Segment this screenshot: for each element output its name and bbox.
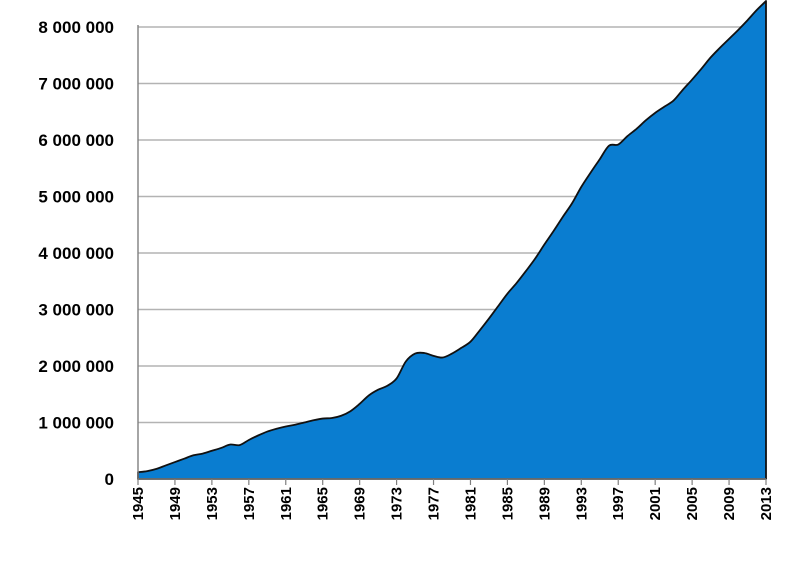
y-tick-label: 3 000 000 <box>38 301 114 320</box>
x-tick-label: 1953 <box>204 487 221 520</box>
y-tick-label: 1 000 000 <box>38 414 114 433</box>
area-series <box>137 0 767 480</box>
y-tick-label: 7 000 000 <box>38 75 114 94</box>
x-tick-label: 1985 <box>499 487 516 520</box>
x-axis-tick-labels: 1945 1949 1953 1957 1961 1965 1969 1973 1977 1981… <box>130 487 775 520</box>
y-tick-label: 8 000 000 <box>38 18 114 37</box>
y-tick-label: 4 000 000 <box>38 244 114 263</box>
x-tick-label: 2001 <box>647 487 664 520</box>
x-tick-label: 1977 <box>426 487 443 520</box>
area-series-fill <box>137 0 767 480</box>
x-tick-label: 1949 <box>167 487 184 520</box>
y-tick-label: 6 000 000 <box>38 131 114 150</box>
gridlines <box>138 26 766 424</box>
x-tick-label: 1961 <box>278 487 295 520</box>
x-tick-label: 1997 <box>610 487 627 520</box>
x-tick-label: 1993 <box>573 487 590 520</box>
y-axis-tick-labels: 0 1 000 000 2 000 000 3 000 000 4 000 000 5 0… <box>38 18 114 489</box>
x-tick-label: 1965 <box>315 487 332 520</box>
x-tick-label: 2009 <box>721 487 738 520</box>
x-tick-label: 2013 <box>758 487 775 520</box>
x-tick-label: 1989 <box>536 487 553 520</box>
y-tick-label: 5 000 000 <box>38 188 114 207</box>
axes <box>137 25 767 485</box>
x-tick-label: 1973 <box>389 487 406 520</box>
x-tick-label: 1981 <box>462 487 479 520</box>
x-tick-label: 1969 <box>352 487 369 520</box>
x-tick-label: 1957 <box>241 487 258 520</box>
x-tick-label: 1945 <box>130 487 147 520</box>
y-tick-label: 0 <box>105 470 114 489</box>
x-tick-label: 2005 <box>684 487 701 520</box>
y-tick-label: 2 000 000 <box>38 357 114 376</box>
